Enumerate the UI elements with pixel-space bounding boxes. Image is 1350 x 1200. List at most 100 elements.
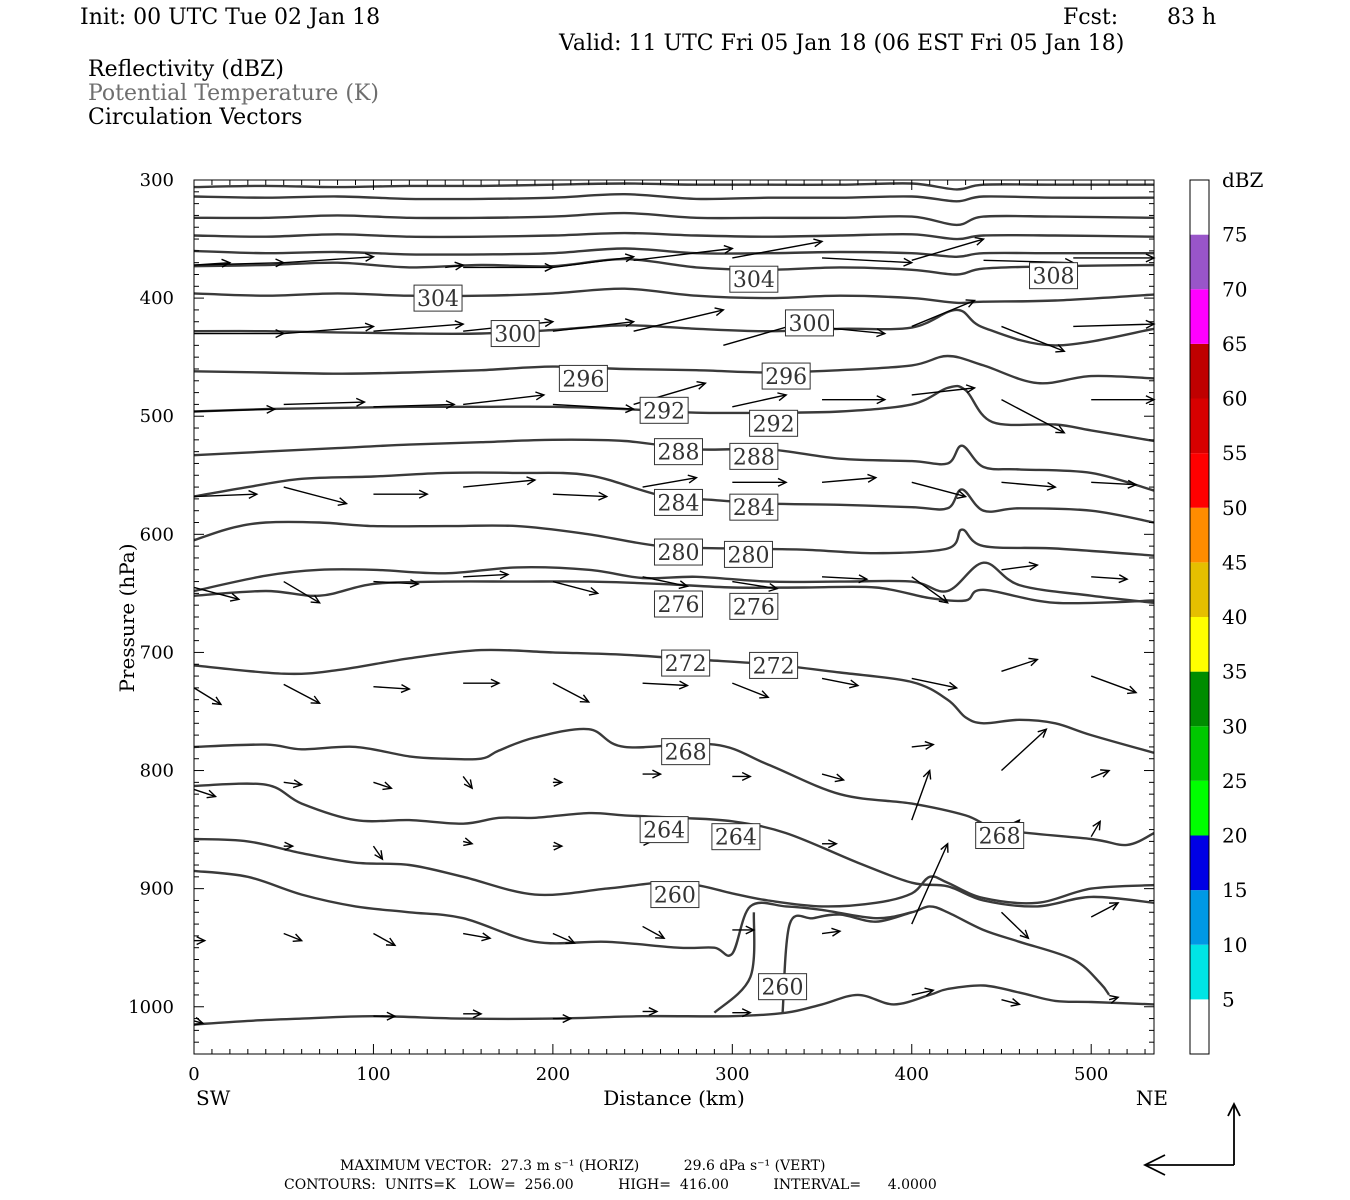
circulation-vector-head (938, 594, 949, 604)
circulation-vector-head (579, 694, 591, 703)
circulation-vector-head (1127, 479, 1138, 489)
circulation-vector (283, 580, 320, 604)
circulation-vector-head (481, 932, 492, 942)
circulation-vector-head (1010, 998, 1021, 1007)
colorbar-title: dBZ (1222, 168, 1264, 192)
colorbar-segment (1190, 289, 1209, 344)
isentrope-line (193, 837, 1155, 908)
contour-label: 288 (733, 445, 775, 470)
contour-label-box (729, 592, 779, 620)
circulation-vector-head (445, 400, 456, 410)
circulation-vector (552, 682, 590, 703)
contour-label-box (653, 590, 703, 618)
circulation-vector (373, 580, 419, 585)
colorbar-label: 15 (1222, 878, 1247, 902)
circulation-vector-head (947, 681, 959, 691)
isentrope-line (193, 211, 1155, 227)
circulation-vector-head (678, 680, 690, 690)
circulation-vector (283, 683, 320, 704)
circulation-vector-head (858, 574, 869, 584)
circulation-vector-head (472, 1009, 483, 1019)
circulation-vector (463, 394, 544, 406)
circulation-vector-head (454, 320, 465, 330)
circulation-vector (1001, 728, 1047, 772)
circulation-vector-head (499, 570, 510, 580)
colorbar-label: 35 (1222, 660, 1247, 684)
circulation-vector-head (940, 842, 949, 853)
circulation-vector-head (565, 935, 576, 945)
circulation-vector-head (1100, 769, 1111, 778)
colorbar-segment (1190, 671, 1209, 727)
circulation-vector-head (337, 497, 349, 507)
circulation-vector-head (598, 491, 609, 501)
circulation-vector-head (648, 1006, 659, 1017)
colorbar-segment (1190, 726, 1209, 781)
contour-label: 292 (643, 399, 685, 424)
isentrope-line (193, 231, 1155, 241)
isentrope-line (193, 984, 1155, 1026)
field-circulation-vectors: Circulation Vectors (88, 105, 303, 130)
circulation-vector (1001, 325, 1065, 352)
contour-label: 280 (727, 543, 769, 568)
y-tick-label: 700 (140, 642, 174, 663)
circulation-vector (372, 845, 383, 860)
circulation-vector-head (849, 679, 860, 689)
circulation-vector-head (696, 381, 707, 390)
circulation-vector (1001, 998, 1020, 1006)
circulation-vector-head (292, 933, 304, 942)
contour-label: 272 (753, 654, 795, 679)
x-tick-label: 300 (715, 1064, 749, 1085)
circulation-vector (822, 576, 867, 580)
circulation-vector-head (1092, 819, 1101, 831)
colorbar-segment (1190, 562, 1209, 617)
circulation-vector (193, 493, 257, 498)
circulation-vector (373, 932, 396, 946)
circulation-vector-head (834, 773, 846, 783)
circulation-vector (283, 256, 374, 264)
circulation-vector-head (418, 489, 429, 499)
isentrope-line (193, 580, 1155, 605)
circulation-vector-head (924, 740, 935, 750)
circulation-vector (193, 687, 222, 705)
colorbar-label: 70 (1222, 277, 1247, 301)
circulation-vector (552, 403, 634, 410)
colorbar-segment (1190, 617, 1209, 672)
circulation-vector-head (777, 392, 788, 402)
circulation-vector (463, 479, 536, 488)
colorbar-segment (1190, 507, 1209, 563)
circulation-vector (552, 493, 607, 498)
circulation-vector-head (768, 582, 779, 592)
colorbar-segment (1190, 999, 1209, 1054)
circulation-vector-head (544, 318, 555, 328)
contour-label-box (729, 493, 779, 521)
circulation-vector-head (867, 473, 878, 483)
circulation-vector (911, 843, 949, 925)
vector-scale-arrows (1142, 1101, 1241, 1176)
circulation-vector-head (1127, 685, 1138, 695)
circulation-vector-head (292, 779, 304, 789)
circulation-vector (1001, 481, 1056, 488)
contour-label: 304 (417, 287, 459, 312)
contour-label: 268 (979, 825, 1021, 850)
circulation-vector-head (194, 1016, 205, 1026)
circulation-vector (283, 781, 302, 786)
colorbar-label: 45 (1222, 550, 1247, 574)
circulation-vector-head (386, 1011, 397, 1021)
circulation-vector-head (655, 930, 666, 940)
circulation-vector-head (723, 244, 734, 254)
x-end-left-label: SW (196, 1086, 231, 1110)
circulation-vector (373, 781, 392, 789)
contour-label: 292 (753, 412, 795, 437)
circulation-vector-head (409, 578, 420, 589)
circulation-vector-head (1037, 728, 1048, 738)
contour-label-box (749, 651, 799, 679)
contour-label: 264 (643, 819, 685, 844)
x-tick-label: 0 (188, 1064, 199, 1085)
circulation-vector (462, 776, 473, 789)
circulation-vector-head (876, 395, 887, 405)
circulation-vector-head (1109, 994, 1120, 1004)
contour-label: 268 (665, 741, 707, 766)
contour-label: 300 (494, 323, 536, 348)
circulation-vector-head (922, 769, 932, 780)
contour-label: 296 (765, 365, 807, 390)
